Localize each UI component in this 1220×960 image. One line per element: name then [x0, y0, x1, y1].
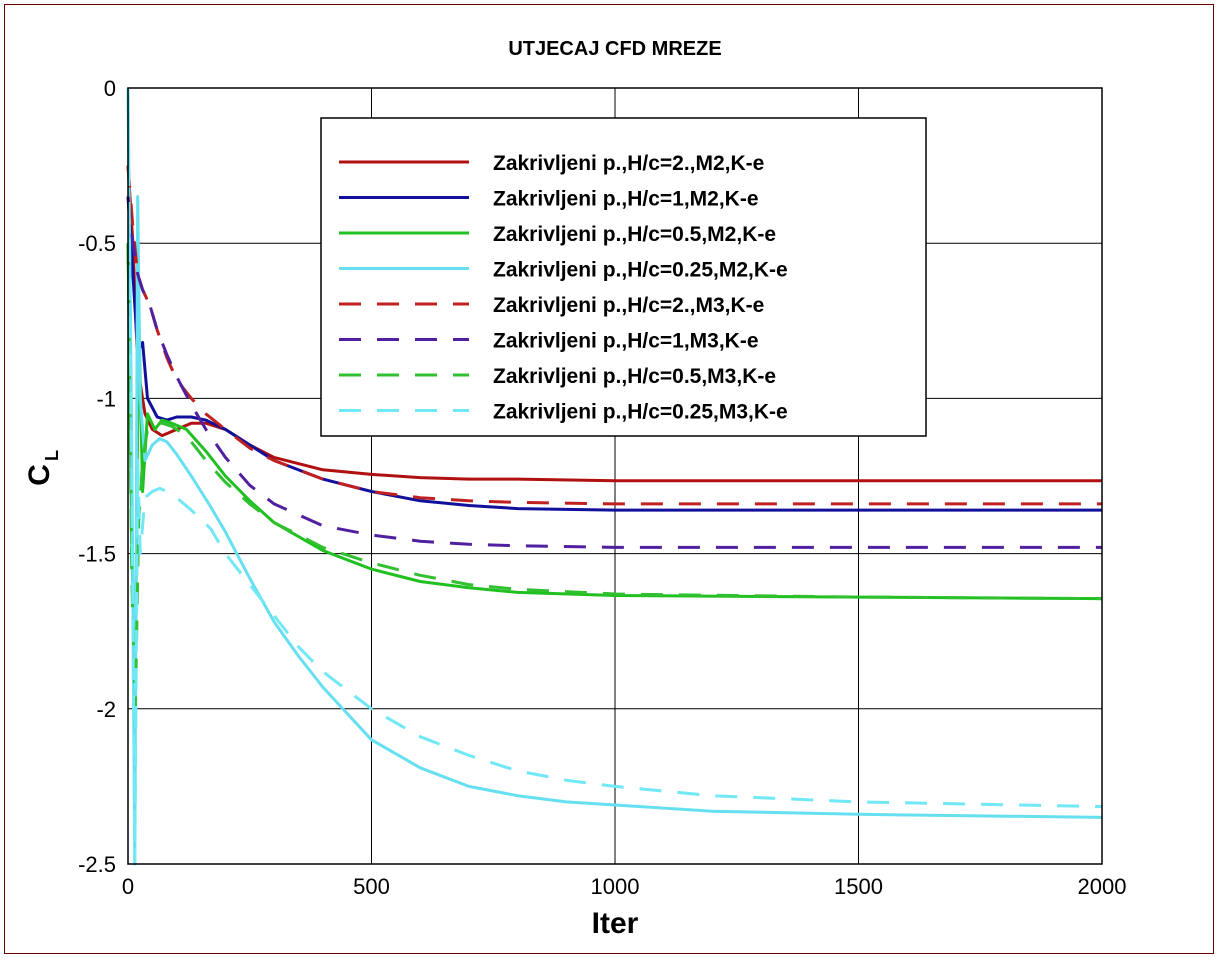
series-line-2 [126, 196, 1102, 512]
y-tick-label: -0.5 [78, 231, 116, 256]
legend-label-3: Zakrivljeni p.,H/c=0.5,M2,K-e [493, 223, 776, 246]
legend-label-5: Zakrivljeni p.,H/c=2.,M3,K-e [493, 294, 764, 317]
y-axis-label-group: C L [23, 450, 62, 486]
x-axis-label: Iter [592, 907, 639, 940]
figure-frame: 0 500 1000 1500 2000 0 -0.5 -1 -1.5 -2 -2.5 UTJEC… [4, 4, 1214, 954]
legend: Zakrivljeni p.,H/c=2.,M2,K-e Zakrivljeni … [320, 117, 927, 437]
legend-label-2: Zakrivljeni p.,H/c=1,M2,K-e [493, 188, 759, 211]
x-tick-label: 2000 [1078, 874, 1127, 899]
legend-label-7: Zakrivljeni p.,H/c=0.5,M3,K-e [493, 365, 776, 388]
y-tick-label: -2 [96, 697, 116, 722]
y-tick-labels: 0 -0.5 -1 -1.5 -2 -2.5 [78, 76, 116, 877]
legend-box [320, 117, 927, 437]
y-axis-label: C [23, 464, 56, 486]
plot-border [127, 87, 1103, 865]
y-axis-label-subscript: L [42, 450, 62, 461]
series-line-5 [126, 165, 1102, 506]
series-line-4 [126, 87, 1103, 866]
legend-label-4: Zakrivljeni p.,H/c=0.25,M2,K-e [493, 259, 788, 282]
x-tick-label: 0 [122, 874, 134, 899]
chart-title: UTJECAJ CFD MREZE [508, 38, 721, 60]
line-chart: 0 500 1000 1500 2000 0 -0.5 -1 -1.5 -2 -2.5 UTJEC… [23, 38, 1127, 940]
legend-label-1: Zakrivljeni p.,H/c=2.,M2,K-e [493, 152, 764, 175]
y-tick-label: -1.5 [78, 542, 116, 567]
x-tick-labels: 0 500 1000 1500 2000 [122, 874, 1127, 899]
legend-label-8: Zakrivljeni p.,H/c=0.25,M3,K-e [493, 401, 788, 424]
legend-items: Zakrivljeni p.,H/c=2.,M2,K-e Zakrivljeni … [339, 152, 788, 424]
x-tick-label: 1000 [591, 874, 640, 899]
x-tick-label: 500 [353, 874, 390, 899]
legend-label-6: Zakrivljeni p.,H/c=1,M3,K-e [493, 330, 759, 353]
y-tick-label: -1 [96, 386, 116, 411]
series-line-8 [126, 87, 1103, 866]
y-tick-label: 0 [104, 76, 116, 101]
x-tick-label: 1500 [834, 874, 883, 899]
series-line-7 [126, 243, 1103, 711]
series-line-6 [126, 196, 1102, 549]
y-tick-label: -2.5 [78, 852, 116, 877]
series-layer [126, 87, 1103, 866]
